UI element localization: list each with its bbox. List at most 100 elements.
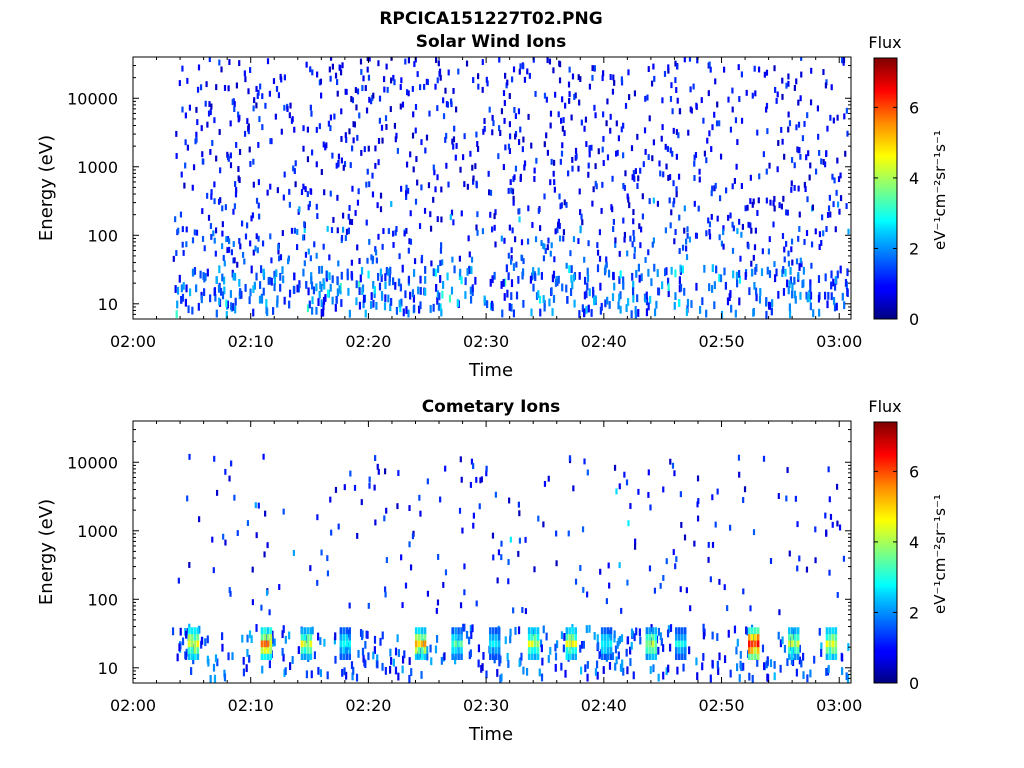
figure-filename: RPCICA151227T02.PNG — [379, 9, 602, 29]
heatmap-cell — [554, 279, 558, 287]
heatmap-cell — [392, 658, 395, 667]
heatmap-cell — [607, 562, 610, 569]
heatmap-cell — [836, 591, 839, 598]
heatmap-cell — [362, 300, 365, 309]
heatmap-cell — [303, 640, 307, 648]
heatmap-cell — [846, 289, 849, 297]
heatmap-cell — [377, 273, 380, 281]
heatmap-cell — [809, 162, 812, 169]
heatmap-cell — [445, 132, 448, 139]
heatmap-cell — [389, 106, 392, 113]
heatmap-cell — [281, 230, 284, 237]
heatmap-cell — [645, 627, 649, 635]
heatmap-cell — [383, 302, 387, 311]
heatmap-cell — [410, 668, 413, 676]
heatmap-cell — [440, 308, 443, 317]
heatmap-cell — [463, 623, 466, 632]
heatmap-cell — [599, 282, 602, 291]
heatmap-cell — [526, 238, 530, 245]
heatmap-cell — [652, 63, 655, 70]
heatmap-cell — [469, 625, 472, 633]
heatmap-cell — [306, 646, 310, 654]
heatmap-cell — [350, 219, 354, 225]
heatmap-cell — [812, 309, 815, 318]
heatmap-cell — [729, 669, 732, 678]
heatmap-cell — [797, 235, 800, 242]
heatmap-cell — [725, 187, 728, 194]
heatmap-cell — [777, 140, 780, 146]
heatmap-cell — [269, 640, 273, 648]
heatmap-cell — [629, 658, 632, 666]
heatmap-cell — [781, 138, 784, 145]
heatmap-cell — [510, 255, 513, 262]
heatmap-cell — [329, 125, 332, 132]
heatmap-cell — [235, 82, 238, 89]
heatmap-cell — [565, 640, 569, 648]
heatmap-cell — [581, 526, 585, 533]
heatmap-cell — [508, 121, 512, 128]
heatmap-cell — [290, 227, 294, 234]
heatmap-cell — [639, 167, 642, 174]
heatmap-cell — [751, 201, 754, 208]
heatmap-cell — [560, 202, 563, 209]
heatmap-cell — [439, 247, 443, 254]
heatmap-cell — [200, 125, 203, 132]
heatmap-cell — [398, 299, 401, 308]
heatmap-cell — [727, 629, 730, 638]
heatmap-cell — [249, 288, 252, 297]
heatmap-cell — [794, 295, 797, 304]
heatmap-cell — [668, 197, 671, 204]
heatmap-cell — [260, 265, 263, 274]
heatmap-cell — [436, 105, 439, 112]
heatmap-cell — [521, 607, 524, 613]
heatmap-cell — [703, 264, 706, 273]
heatmap-cell — [547, 237, 550, 244]
heatmap-cell — [203, 245, 206, 252]
heatmap-cell — [214, 293, 217, 302]
colorbar2-label: Flux — [868, 397, 901, 416]
heatmap-cell — [454, 653, 457, 660]
heatmap-cell — [729, 524, 732, 531]
heatmap-cell — [579, 644, 582, 653]
heatmap-cell — [679, 283, 683, 292]
heatmap-cell — [638, 274, 641, 283]
heatmap-cell — [585, 305, 588, 314]
heatmap-cell — [185, 630, 188, 639]
heatmap-cell — [618, 636, 622, 644]
heatmap-cell — [305, 670, 309, 679]
heatmap-cell — [453, 265, 456, 274]
heatmap-cell — [599, 568, 602, 575]
colorbar2 — [873, 421, 898, 684]
heatmap-cell — [793, 640, 797, 648]
heatmap-cell — [382, 228, 385, 235]
heatmap-cell — [715, 120, 719, 127]
heatmap-cell — [196, 119, 199, 126]
heatmap-cell — [303, 227, 306, 233]
heatmap-cell — [620, 607, 623, 614]
heatmap-cell — [542, 625, 545, 634]
heatmap-cell — [346, 268, 349, 277]
heatmap-cell — [594, 112, 597, 119]
heatmap-cell — [481, 86, 484, 93]
heatmap-cell — [331, 63, 334, 70]
heatmap-cell — [651, 640, 655, 648]
heatmap-cell — [246, 118, 249, 125]
heatmap-cell — [341, 212, 345, 219]
heatmap-cell — [340, 108, 343, 115]
heatmap-cell — [396, 503, 399, 510]
heatmap-cell — [261, 665, 264, 674]
heatmap-cell — [358, 280, 361, 289]
heatmap-cell — [685, 587, 688, 594]
heatmap-cell — [491, 129, 494, 136]
heatmap-cell — [647, 249, 650, 256]
heatmap-cell — [454, 633, 457, 641]
heatmap-cell — [782, 265, 785, 274]
heatmap-cell — [660, 135, 663, 142]
heatmap-cell — [348, 633, 351, 641]
heatmap-cell — [790, 157, 794, 163]
heatmap-cell — [323, 189, 326, 196]
heatmap-cell — [332, 216, 335, 223]
heatmap-cell — [351, 97, 355, 104]
heatmap-cell — [825, 653, 829, 660]
heatmap-cell — [632, 229, 635, 236]
